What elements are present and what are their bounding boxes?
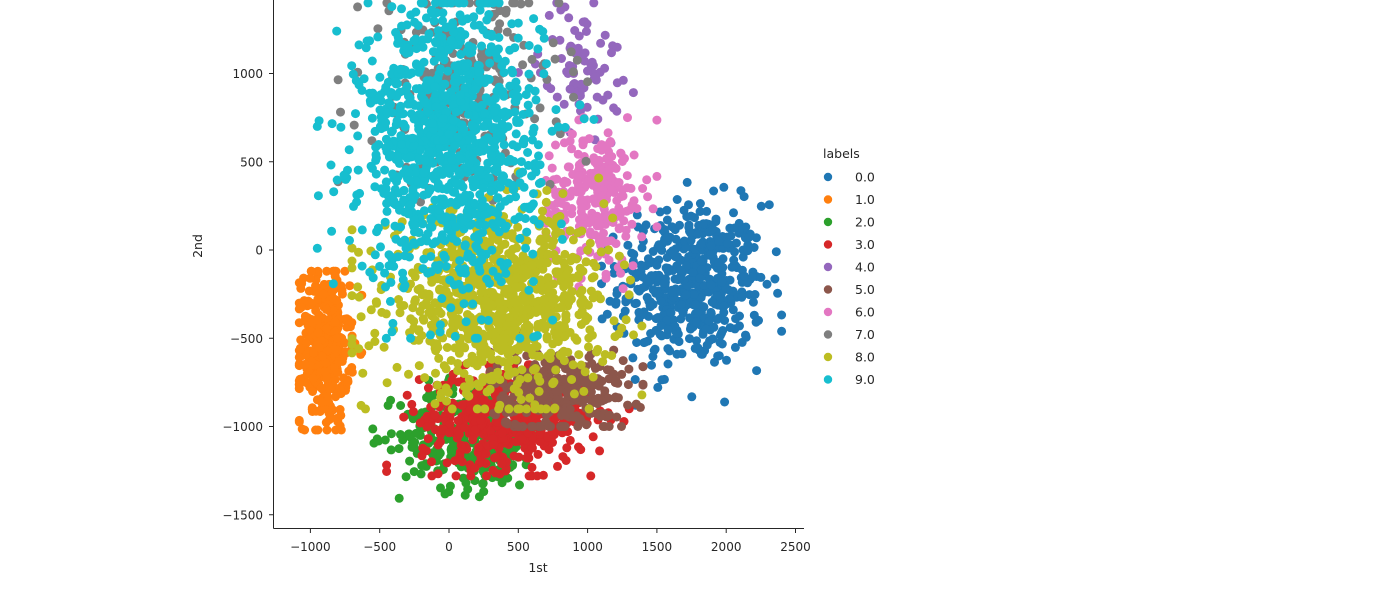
y-tick-label: −1500: [222, 508, 263, 522]
legend-entry: 7.0: [823, 327, 875, 342]
legend-entry: 2.0: [823, 215, 875, 230]
legend-entry: 1.0: [823, 192, 875, 207]
legend-entry: 9.0: [823, 372, 875, 387]
legend-entry: 6.0: [823, 305, 875, 320]
x-tick-label: −1000: [290, 540, 331, 554]
legend-marker-icon: [823, 172, 833, 182]
legend-label: 1.0: [855, 192, 875, 207]
legend-marker-icon: [823, 375, 833, 384]
legend-label: 3.0: [855, 237, 875, 252]
legend-label: 2.0: [855, 215, 875, 230]
y-tick-label: 500: [240, 155, 263, 169]
legend-marker-icon: [823, 262, 833, 272]
legend-label: 8.0: [855, 350, 875, 365]
legend: labels 0.0 1.0 2.0 3.0 4.0 5.0 6.0 7.0 8.0 9.0: [823, 146, 875, 387]
y-tick-label: −500: [230, 332, 263, 346]
x-tick-label: 2000: [711, 540, 742, 554]
y-tick-label: −1000: [222, 420, 263, 434]
legend-marker-icon: [823, 240, 833, 249]
legend-label: 9.0: [855, 372, 875, 387]
y-tick-label: 1000: [232, 67, 263, 81]
legend-entry: 4.0: [823, 260, 875, 275]
y-axis-label: 2nd: [190, 234, 205, 258]
x-axis-ticks: −1000 −500 0 500 1000 1500 2000 2500: [290, 528, 811, 554]
legend-marker-icon: [823, 285, 833, 294]
legend-title: labels: [823, 146, 860, 161]
legend-marker-icon: [823, 307, 833, 317]
legend-marker-icon: [823, 352, 833, 362]
x-axis-label: 1st: [528, 560, 547, 575]
legend-label: 0.0: [855, 170, 875, 185]
x-tick-label: 2500: [780, 540, 811, 554]
legend-label: 6.0: [855, 305, 875, 320]
y-tick-label: 0: [255, 244, 263, 258]
series-0-0: [597, 177, 787, 410]
x-tick-label: 0: [445, 540, 453, 554]
legend-entry: 3.0: [823, 237, 875, 252]
legend-marker-icon: [823, 330, 833, 339]
legend-label: 7.0: [855, 327, 875, 342]
legend-marker-icon: [823, 217, 833, 227]
x-tick-label: −500: [363, 540, 396, 554]
scatter-points: [294, 0, 787, 503]
legend-label: 5.0: [855, 282, 875, 297]
x-tick-label: 1500: [642, 540, 673, 554]
series-9-0: [312, 0, 599, 343]
legend-entry: 0.0: [823, 170, 875, 185]
series-1-0: [294, 266, 367, 435]
legend-marker-icon: [823, 195, 833, 204]
y-axis-ticks: 1000 500 0 −500 −1000 −1500: [222, 67, 274, 522]
legend-entry: 8.0: [823, 350, 875, 365]
x-tick-label: 500: [507, 540, 530, 554]
x-tick-label: 1000: [572, 540, 603, 554]
legend-label: 4.0: [855, 260, 875, 275]
legend-entry: 5.0: [823, 282, 875, 297]
